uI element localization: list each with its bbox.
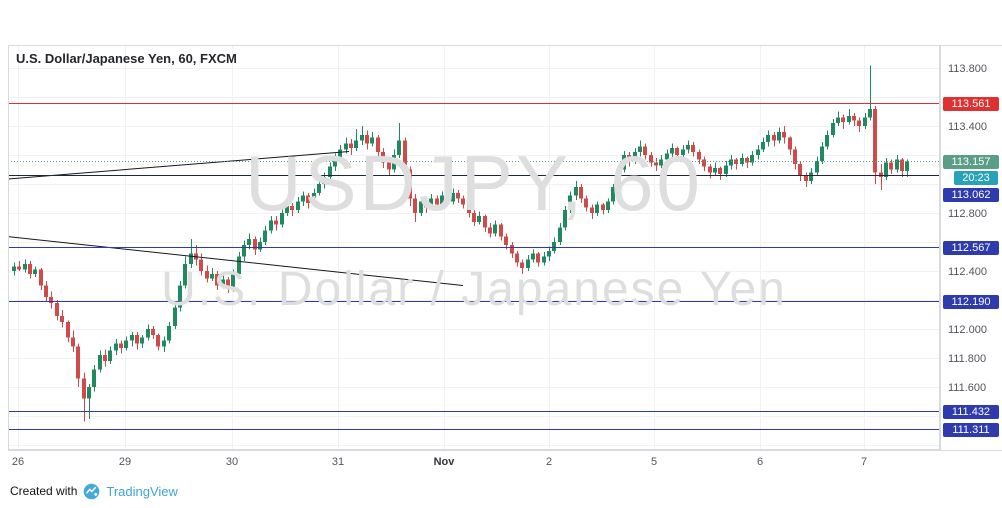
time-axis[interactable]: 26 29 30 31 Nov 2 5 6 7	[8, 450, 1002, 472]
y-tick-112.400: 112.400	[948, 266, 987, 279]
attribution: Created with TradingView	[10, 481, 178, 501]
trendline-2[interactable]	[8, 236, 464, 287]
x-tick-7: 7	[860, 456, 868, 468]
y-tick-111.600: 111.600	[948, 381, 987, 394]
tradingview-link[interactable]: TradingView	[106, 483, 178, 499]
y-tick-113.800: 113.800	[948, 63, 987, 76]
price-label-111.311[interactable]: 111.311	[943, 422, 999, 437]
x-tick-Nov: Nov	[433, 456, 455, 468]
tradingview-logo-icon[interactable]	[83, 483, 100, 500]
x-tick-26: 26	[11, 456, 25, 468]
candles-series	[12, 65, 909, 422]
price-axis[interactable]: 113.561 112.567 112.190 111.432 111.311 113.0…	[940, 45, 1002, 470]
x-tick-6: 6	[756, 456, 764, 468]
pane-border	[8, 45, 940, 450]
y-tick-112.000: 112.000	[948, 324, 987, 336]
symbol-legend[interactable]: U.S. Dollar/Japanese Yen, 60, FXCM	[16, 51, 237, 66]
x-tick-31: 31	[331, 456, 345, 468]
y-tick-111.800: 111.800	[948, 352, 987, 365]
chart-pane[interactable]: USDJPY, 60 U.S. Dollar / Japanese Yen U.…	[8, 45, 940, 450]
created-with-label: Created with	[10, 484, 78, 498]
price-label-112.567[interactable]: 112.567	[943, 240, 999, 255]
price-label-113.062[interactable]: 113.062	[943, 188, 999, 203]
y-tick-113.400: 113.400	[948, 121, 987, 134]
price-label-113.157[interactable]: 113.157	[943, 155, 999, 170]
x-tick-30: 30	[225, 456, 239, 468]
y-tick-112.800: 112.800	[948, 208, 987, 221]
trendline-1[interactable]	[8, 151, 350, 180]
x-tick-2: 2	[545, 456, 553, 468]
x-tick-29: 29	[118, 456, 132, 468]
x-tick-5: 5	[650, 456, 658, 468]
candlestick-plot[interactable]	[8, 45, 940, 450]
price-label-111.432[interactable]: 111.432	[943, 405, 999, 420]
price-label-113.561[interactable]: 113.561	[943, 96, 999, 111]
price-label-112.190[interactable]: 112.190	[943, 295, 999, 310]
bar-countdown: 20:23	[954, 171, 998, 186]
